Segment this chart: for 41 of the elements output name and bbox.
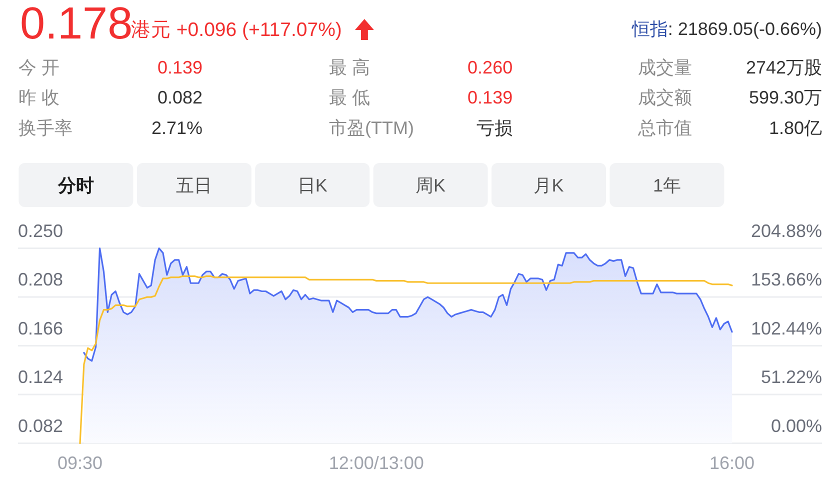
text: 2.71% (151, 118, 202, 138)
text: 最 高 (329, 57, 370, 78)
tab: 五日 (136, 163, 252, 207)
text: 0.082 (157, 87, 202, 108)
tab: 周K (373, 163, 488, 207)
y-tick-label: 0.166 (18, 318, 64, 338)
text: 市盈(TTM) (329, 118, 414, 138)
chart-subtitle: 港元 +0.096 (+117.07%) (131, 19, 342, 41)
text: 599.30万 (748, 87, 822, 108)
tab: 1年 (610, 163, 724, 207)
x-tick-label: 09:30 (57, 453, 103, 473)
y-tick-label: 0.124 (18, 367, 64, 388)
text: 恒指 (630, 19, 668, 39)
text: 成交量 (638, 57, 692, 78)
y2-tick-label: 51.22% (760, 367, 822, 388)
text: 0.139 (157, 57, 202, 78)
text: 0.260 (468, 57, 513, 78)
text: 换手率 (18, 118, 73, 138)
y2-tick-label: 204.88% (750, 220, 822, 241)
text: 最 低 (329, 87, 370, 108)
text: 成交额 (638, 87, 692, 108)
text: 1.80亿 (768, 118, 822, 138)
text: 亏损 (476, 118, 513, 138)
y-tick-label: 0.082 (18, 416, 64, 436)
tab: 月K (492, 163, 606, 207)
x-tick-label: 16:00 (709, 453, 755, 473)
y-tick-label: 0.208 (18, 270, 64, 290)
chart-title: 0.178 (20, 0, 133, 49)
text: : 21869.05(-0.66%) (668, 19, 822, 39)
text: 2742万股 (746, 57, 822, 78)
text: 昨 收 (18, 87, 60, 108)
y-tick-label: 0.250 (18, 220, 64, 241)
text: 0.139 (468, 87, 513, 108)
y2-tick-label: 0.00% (770, 416, 822, 436)
y2-tick-label: 153.66% (750, 270, 822, 290)
x-tick-label: 12:00/13:00 (328, 453, 424, 473)
tab: 日K (255, 163, 370, 207)
y2-tick-label: 102.44% (750, 318, 822, 338)
text: 总市值 (637, 118, 692, 138)
tab: 分时 (18, 163, 134, 207)
text: 今 开 (18, 57, 60, 78)
